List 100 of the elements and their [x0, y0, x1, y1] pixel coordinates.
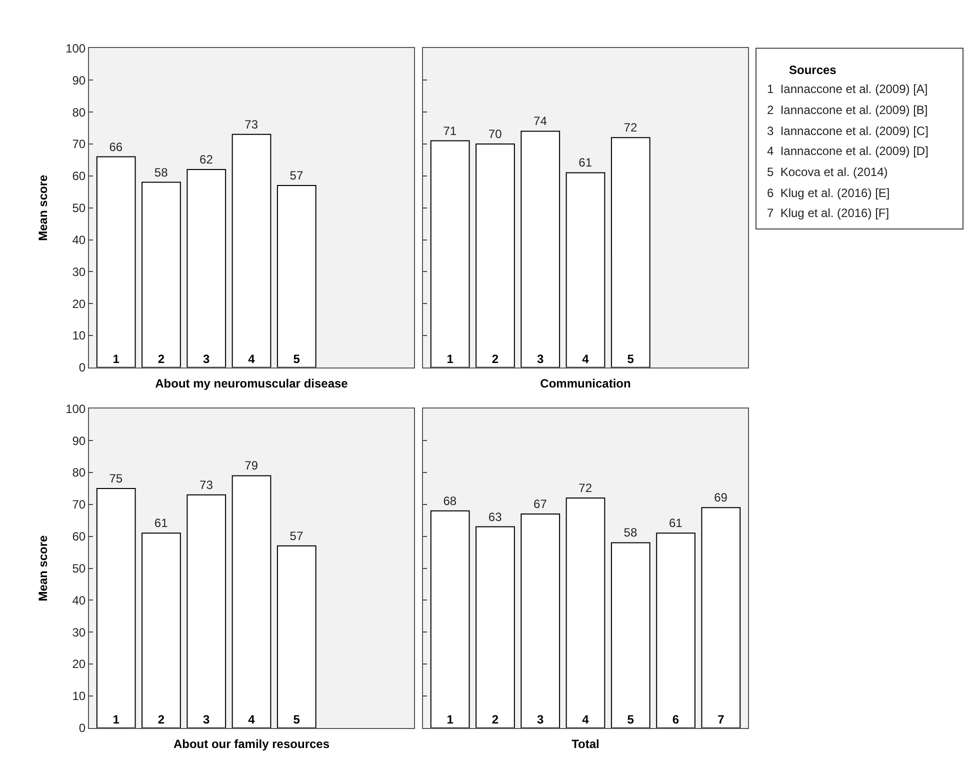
x-tick-label: 4 [582, 712, 590, 726]
x-tick-label: 4 [248, 712, 256, 726]
data-label: 73 [244, 117, 258, 132]
x-tick-label: 2 [158, 712, 165, 726]
bar [276, 185, 316, 368]
x-tick-label: 1 [446, 712, 454, 726]
y-tick-label: 20 [72, 657, 86, 672]
x-tick-label: 5 [627, 352, 634, 366]
bar [142, 182, 181, 368]
data-label: 58 [624, 526, 638, 540]
x-tick-label: 3 [537, 712, 544, 726]
x-axis-title: Total [572, 737, 600, 752]
bar [232, 475, 272, 728]
data-label: 74 [534, 114, 548, 128]
text: 3 Iannaccone et al. (2009) [C] [767, 124, 928, 138]
bar [96, 156, 136, 368]
x-tick-label: 4 [248, 352, 256, 366]
y-tick-label: 70 [72, 137, 86, 152]
y-tick-label: 50 [72, 201, 86, 216]
data-label: 61 [154, 516, 168, 530]
data-label: 67 [534, 497, 548, 512]
data-label: 70 [488, 127, 502, 141]
x-tick-label: 1 [112, 352, 120, 366]
text: 4 Iannaccone et al. (2009) [D] [767, 144, 928, 158]
y-tick-label: 90 [72, 434, 86, 448]
x-tick-label: 4 [582, 352, 590, 366]
x-axis-title: Communication [540, 376, 631, 391]
text: 6 Klug et al. (2016) [E] [767, 186, 890, 200]
data-label: 61 [578, 156, 592, 170]
data-label: 63 [488, 510, 502, 524]
bar [186, 494, 226, 728]
y-tick-label: 50 [72, 561, 86, 576]
bar [520, 514, 560, 728]
bar [430, 510, 470, 728]
bar [476, 144, 515, 368]
x-tick-label: 1 [112, 712, 120, 726]
y-axis-title: Mean score [36, 534, 50, 602]
data-label: 71 [443, 124, 457, 138]
x-tick-label: 1 [446, 352, 454, 366]
bar [232, 134, 272, 368]
x-tick-label: 5 [293, 352, 300, 366]
data-label: 58 [154, 165, 168, 180]
x-axis-title: About my neuromuscular disease [155, 376, 348, 391]
x-tick-label: 7 [718, 712, 725, 726]
text: 5 Kocova et al. (2014) [767, 165, 888, 179]
data-label: 57 [290, 528, 304, 543]
data-label: 69 [714, 490, 728, 505]
y-tick-label: 100 [66, 402, 86, 416]
y-tick-label: 0 [78, 360, 86, 375]
y-tick-label: 60 [72, 530, 86, 544]
x-axis-title: About our family resources [173, 737, 330, 752]
y-tick-label: 80 [72, 466, 86, 480]
bar [142, 532, 181, 728]
bar [610, 137, 650, 368]
y-tick-label: 100 [66, 41, 86, 56]
bar [566, 172, 606, 368]
text: 2 Iannaccone et al. (2009) [B] [767, 103, 928, 117]
y-tick-label: 20 [72, 296, 86, 311]
data-label: 68 [443, 494, 457, 508]
x-tick-label: 2 [158, 352, 165, 366]
data-label: 75 [109, 471, 123, 486]
x-tick-label: 2 [492, 712, 499, 726]
data-label: 79 [244, 458, 258, 473]
x-tick-label: 3 [537, 352, 544, 366]
y-tick-label: 70 [72, 498, 86, 512]
y-tick-label: 10 [72, 328, 86, 343]
bar [186, 169, 226, 368]
x-tick-label: 5 [627, 712, 634, 726]
data-label: 57 [290, 168, 304, 182]
bar [520, 130, 560, 368]
x-tick-label: 3 [203, 352, 210, 366]
bar [656, 532, 696, 728]
y-axis-title: Mean score [36, 174, 50, 241]
y-tick-label: 40 [72, 593, 86, 608]
x-tick-label: 6 [672, 712, 680, 726]
bar [96, 488, 136, 728]
bar [476, 526, 515, 728]
y-tick-label: 40 [72, 232, 86, 247]
data-label: 73 [200, 478, 214, 492]
x-tick-label: 3 [203, 712, 210, 726]
y-tick-label: 30 [72, 625, 86, 640]
x-tick-label: 5 [293, 712, 300, 726]
y-tick-label: 90 [72, 73, 86, 88]
bar [610, 542, 650, 728]
y-tick-label: 80 [72, 105, 86, 120]
bar [566, 498, 606, 728]
text: 1 Iannaccone et al. (2009) [A] [767, 82, 928, 96]
text: 7 Klug et al. (2016) [F] [767, 206, 890, 220]
y-tick-label: 30 [72, 264, 86, 279]
bar [701, 507, 741, 728]
bar [276, 545, 316, 728]
y-tick-label: 10 [72, 689, 86, 704]
data-label: 72 [578, 481, 592, 496]
text: Sources [789, 63, 837, 77]
y-tick-label: 60 [72, 169, 86, 184]
x-tick-label: 2 [492, 352, 499, 366]
data-label: 62 [200, 152, 214, 167]
data-label: 72 [624, 120, 638, 135]
data-label: 61 [668, 516, 683, 530]
data-label: 66 [109, 140, 123, 154]
